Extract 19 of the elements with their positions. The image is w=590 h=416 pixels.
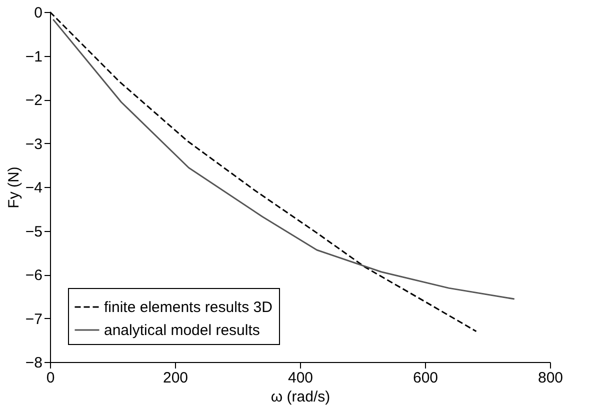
legend-label: analytical model results	[104, 322, 260, 339]
y-axis-title: Fy (N)	[5, 166, 22, 208]
x-axis-title: ω (rad/s)	[270, 388, 330, 406]
y-tick-label: −8	[25, 354, 42, 372]
y-tick-label: −2	[25, 92, 42, 109]
x-tick-label: 0	[46, 370, 55, 386]
x-tick-label: 600	[412, 370, 438, 386]
x-tick-label: 800	[538, 370, 564, 386]
y-tick-label: 0	[34, 4, 42, 22]
x-tick-label: 400	[288, 370, 314, 386]
y-tick-label: −1	[25, 48, 42, 66]
y-tick-label: −5	[25, 223, 42, 240]
line-series	[52, 18, 516, 300]
y-tick-label: −4	[25, 180, 42, 196]
x-tick-label: 200	[162, 370, 188, 386]
y-tick-label: −6	[25, 267, 42, 284]
y-tick-label: −3	[25, 136, 42, 153]
y-tick-label: −7	[25, 310, 42, 328]
legend-label: finite elements results 3D	[104, 299, 273, 316]
